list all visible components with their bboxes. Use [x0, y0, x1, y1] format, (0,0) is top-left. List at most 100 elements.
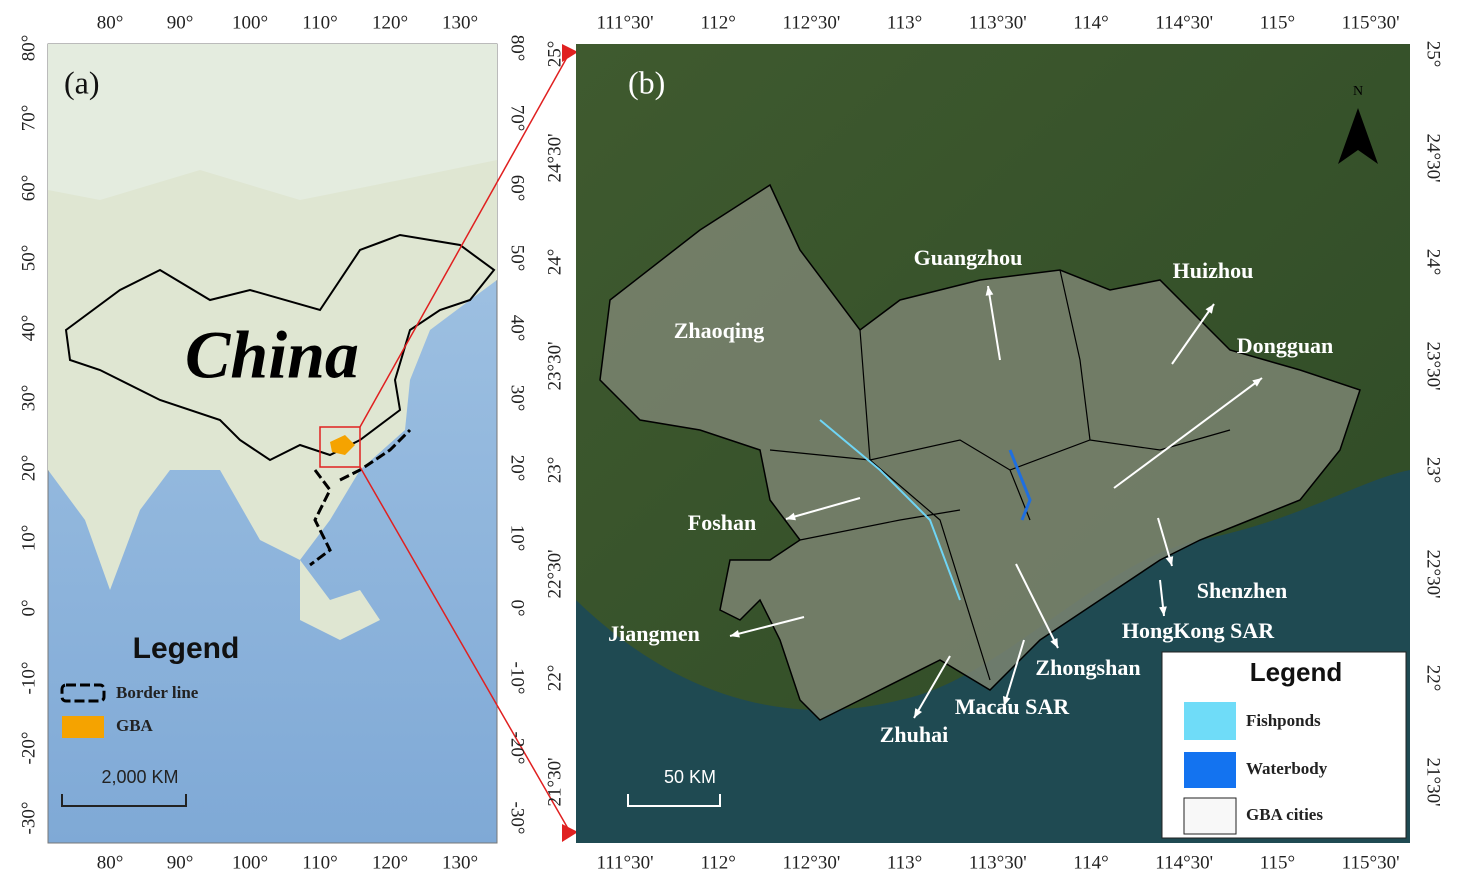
x-tick-label: 115°: [1260, 852, 1295, 873]
y-tick-label: 25°: [1423, 41, 1444, 68]
x-tick-label: 130°: [442, 12, 478, 33]
legend-title: Legend: [1250, 657, 1342, 687]
arrow: [1113, 377, 1263, 489]
zoom-line: [359, 466, 571, 833]
y-tick-label: 60°: [18, 175, 39, 202]
arrow: [1003, 639, 1025, 707]
y-tick-label: 22°: [1423, 665, 1444, 692]
y-tick-label: -10°: [507, 662, 528, 695]
y-tick-label: -10°: [18, 662, 39, 695]
x-tick-label: 113°: [887, 12, 922, 33]
arrow: [987, 285, 1001, 361]
x-tick-label: 115°30': [1342, 852, 1400, 873]
y-tick-label: 80°: [18, 35, 39, 62]
y-tick-label: 24°: [544, 249, 565, 276]
arrow: [729, 616, 805, 637]
city-label: Macau SAR: [955, 694, 1070, 719]
x-tick-label: 113°30': [969, 852, 1027, 873]
city-label: Guangzhou: [914, 245, 1023, 270]
y-tick-label: 10°: [18, 525, 39, 552]
panel-label: (b): [628, 64, 665, 100]
panel-label: (a): [64, 64, 100, 100]
y-tick-label: 22°30': [1423, 549, 1444, 598]
legend-item: Border line: [116, 683, 199, 702]
north-arrow: [1338, 108, 1378, 164]
x-tick-label: 115°: [1260, 12, 1295, 33]
y-tick-label: 23°30': [1423, 341, 1444, 390]
x-tick-label: 115°30': [1342, 12, 1400, 33]
legend-swatch: [62, 716, 104, 738]
x-tick-label: 113°: [887, 852, 922, 873]
y-tick-label: 23°: [544, 457, 565, 484]
y-tick-label: 24°30': [1423, 133, 1444, 182]
y-tick-label: 70°: [507, 105, 528, 132]
arrow-head: [985, 286, 994, 296]
city-label: Shenzhen: [1197, 578, 1287, 603]
y-tick-label: 23°30': [544, 341, 565, 390]
arrow: [1015, 563, 1059, 649]
x-tick-label: 120°: [372, 852, 408, 873]
arrow: [1171, 303, 1215, 365]
y-tick-label: 50°: [507, 245, 528, 272]
y-tick-label: 30°: [507, 385, 528, 412]
y-tick-label: 21°30': [1423, 757, 1444, 806]
y-tick-label: 24°30': [544, 133, 565, 182]
x-tick-label: 100°: [232, 852, 268, 873]
north-label: N: [1353, 84, 1363, 99]
waterbody: [1008, 449, 1032, 521]
city-label: HongKong SAR: [1122, 618, 1275, 643]
y-tick-label: 0°: [507, 599, 528, 616]
fishponds: [819, 419, 961, 601]
arrow: [785, 497, 861, 520]
city-label: Zhongshan: [1035, 655, 1140, 680]
city-label: Zhaoqing: [674, 318, 765, 343]
x-tick-label: 114°: [1073, 12, 1108, 33]
panel-b: (b) N 50 KM Legend Fishponds Waterbody G…: [576, 44, 1410, 843]
city-label: Jiangmen: [608, 621, 700, 646]
land-sea: [300, 560, 380, 640]
y-tick-label: 70°: [18, 105, 39, 132]
y-tick-label: 40°: [507, 315, 528, 342]
city-label: Zhuhai: [880, 722, 949, 747]
y-tick-label: 23°: [1423, 457, 1444, 484]
city-label: Huizhou: [1173, 258, 1254, 283]
y-tick-label: 40°: [18, 315, 39, 342]
y-tick-label: 10°: [507, 525, 528, 552]
y-tick-label: 22°30': [544, 549, 565, 598]
y-tick-label: 0°: [18, 599, 39, 616]
arrow-head: [1205, 304, 1214, 314]
land-north: [48, 44, 497, 200]
y-tick-label: -20°: [18, 732, 39, 765]
city-label: Foshan: [688, 510, 756, 535]
x-tick-label: 114°: [1073, 852, 1108, 873]
legend-swatch: [1184, 752, 1236, 788]
legend-item: GBA: [116, 716, 154, 735]
x-tick-label: 114°30': [1155, 852, 1213, 873]
x-tick-label: 90°: [167, 852, 194, 873]
y-tick-label: -30°: [18, 802, 39, 835]
scale-bar: [61, 794, 187, 807]
x-tick-label: 110°: [302, 852, 337, 873]
y-tick-label: -30°: [507, 802, 528, 835]
legend-item: GBA cities: [1246, 805, 1323, 824]
x-tick-label: 130°: [442, 852, 478, 873]
x-tick-label: 110°: [302, 12, 337, 33]
x-tick-label: 111°30': [596, 852, 653, 873]
border-line: [309, 428, 412, 567]
city-label: Dongguan: [1237, 333, 1334, 358]
y-tick-label: 24°: [1423, 249, 1444, 276]
x-tick-label: 100°: [232, 12, 268, 33]
arrow-head: [1159, 606, 1167, 616]
panel-a: (a) China Legend Border line GBA 2,000 K…: [47, 43, 498, 844]
x-tick-label: 114°30': [1155, 12, 1213, 33]
gba-area: [330, 435, 355, 455]
y-tick-label: 50°: [18, 245, 39, 272]
legend-swatch: [60, 683, 106, 703]
city-border: [769, 269, 1231, 681]
y-tick-label: 60°: [507, 175, 528, 202]
zoom-line: [359, 51, 571, 428]
y-tick-label: 25°: [544, 41, 565, 68]
legend-item: Fishponds: [1246, 711, 1321, 730]
x-tick-label: 112°: [700, 12, 735, 33]
